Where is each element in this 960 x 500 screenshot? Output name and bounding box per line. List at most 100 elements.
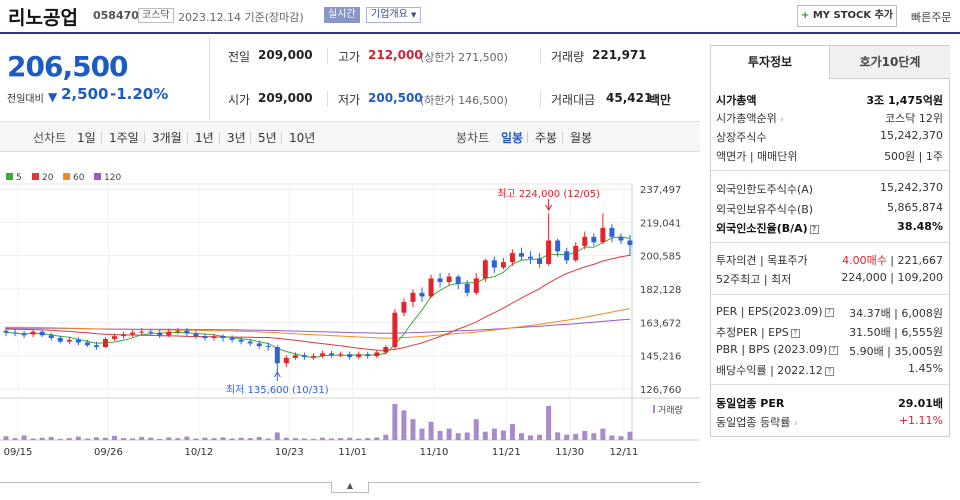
help-icon[interactable]: ? — [809, 225, 819, 234]
volume-bar — [437, 430, 443, 440]
candle-body — [57, 337, 63, 342]
opinion-rating: 4.00매수 — [842, 254, 887, 267]
tab-investment-info[interactable]: 투자정보 — [711, 46, 830, 79]
x-tick-label: 11/01 — [338, 447, 367, 458]
volume-bar — [464, 432, 470, 440]
legend-ma120: 120 — [94, 173, 121, 183]
volume-label: 거래량 — [551, 50, 585, 64]
change-label: 전일대비 — [7, 94, 44, 105]
foreign-limit-label: 외국인한도주식수(A) — [716, 183, 814, 196]
candle-body — [121, 334, 127, 337]
period-1w[interactable]: 1주일 — [109, 131, 139, 145]
pbr-value: 5.90배 | 35,005원 — [849, 345, 943, 358]
volume-bar — [21, 435, 27, 440]
period-5y[interactable]: 5년 — [258, 131, 277, 145]
volume-bar — [329, 438, 335, 440]
par-value-label: 액면가 | 매매단위 — [716, 150, 798, 163]
foreign-ratio-value: 38.48% — [897, 220, 943, 233]
candle-body — [320, 353, 326, 357]
candle-body — [12, 332, 18, 334]
volume-bar — [66, 438, 72, 440]
collapse-chart-button[interactable]: ▲ — [331, 482, 369, 493]
add-mystock-button[interactable]: + MY STOCK 추가 — [797, 5, 897, 27]
tab-order-book[interactable]: 호가10단계 — [830, 46, 950, 79]
candle-body — [166, 331, 172, 336]
low-arrow-head — [273, 371, 281, 378]
chevron-right-icon: › — [780, 115, 784, 125]
candle-body — [410, 292, 416, 302]
volume-bar — [166, 437, 172, 440]
foreign-holding-value: 5,865,874 — [887, 201, 943, 214]
candle-body — [464, 283, 470, 293]
candle-daily[interactable]: 일봉 — [501, 131, 524, 145]
period-1y[interactable]: 1년 — [195, 131, 214, 145]
open-label: 시가 — [228, 93, 251, 107]
volume-bar — [57, 438, 63, 440]
candle-body — [3, 330, 9, 333]
legend-label: 5 — [16, 173, 22, 183]
volume-bar — [184, 436, 190, 440]
volume-bar — [401, 410, 407, 440]
candle-body — [555, 240, 561, 252]
candle-body — [112, 336, 118, 339]
candle-chart-label: 봉차트 — [456, 131, 490, 145]
candle-body — [66, 339, 72, 342]
candle-body — [582, 236, 588, 246]
candle-body — [437, 278, 443, 283]
ma-line — [5, 236, 631, 359]
volume-legend-label: 거래량 — [658, 404, 683, 416]
candle-body — [93, 345, 99, 348]
ma-line — [5, 254, 631, 352]
realtime-button[interactable]: 실시간 — [324, 7, 360, 23]
divider — [711, 294, 949, 295]
help-icon[interactable]: ? — [790, 329, 800, 338]
candle-body — [247, 341, 253, 344]
volume-bar — [410, 419, 416, 440]
listed-shares-value: 15,242,370 — [880, 129, 943, 142]
legend-swatch — [6, 173, 13, 180]
candle-body — [193, 333, 199, 337]
market-badge: 코스닥 — [138, 8, 174, 23]
help-icon[interactable]: ? — [829, 346, 839, 355]
candle-monthly[interactable]: 월봉 — [570, 131, 593, 145]
volume-bars: 거래량 — [3, 404, 683, 440]
volume-bar — [428, 421, 434, 440]
period-1d[interactable]: 1일 — [77, 131, 96, 145]
company-name: 리노공업 — [8, 7, 78, 29]
industry-change-label[interactable]: 동일업종 등락률 › — [716, 414, 797, 430]
amount-unit: 백만 — [649, 93, 672, 107]
candle-body — [419, 292, 425, 297]
volume-bar — [202, 437, 208, 440]
period-10y[interactable]: 10년 — [289, 131, 316, 145]
volume-bar — [573, 433, 579, 440]
company-overview-dropdown[interactable]: 기업개요 ▼ — [366, 7, 422, 23]
volume-bar — [609, 435, 615, 440]
help-icon[interactable]: ? — [824, 367, 834, 376]
price-chart[interactable]: 거래량 237,497 219,041 200,585 182,128 163,672 1… — [0, 0, 700, 500]
candle-body — [283, 357, 289, 364]
volume-bar — [338, 438, 344, 440]
volume-bar — [139, 436, 145, 440]
candle-body — [139, 331, 145, 333]
candle-body — [229, 337, 235, 340]
candle-body — [39, 331, 45, 336]
price-box: 206,500 전일대비 ▼ 2,500 -1.20% — [0, 36, 210, 120]
industry-per-value: 29.01배 — [898, 397, 943, 410]
y-tick-label: 219,041 — [640, 218, 681, 229]
quick-order-link[interactable]: 빠른주문 — [911, 11, 952, 24]
prev-close-label: 전일 — [228, 50, 251, 64]
volume-bar — [546, 405, 552, 440]
low-annotation: 최저 135,600 (10/31) — [226, 384, 329, 396]
legend-swatch — [32, 173, 39, 180]
volume-bar — [112, 435, 118, 440]
period-3y[interactable]: 3년 — [227, 131, 246, 145]
y-tick-label: 237,497 — [640, 185, 681, 196]
market-cap-rank-label[interactable]: 시가총액순위 › — [716, 110, 784, 126]
candle-body — [428, 278, 434, 297]
legend-swatch — [94, 173, 101, 180]
candle-weekly[interactable]: 주봉 — [535, 131, 558, 145]
help-icon[interactable]: ? — [824, 308, 834, 317]
period-3m[interactable]: 3개월 — [152, 131, 182, 145]
low-value: 200,500 — [368, 91, 423, 105]
volume-bar — [419, 428, 425, 440]
